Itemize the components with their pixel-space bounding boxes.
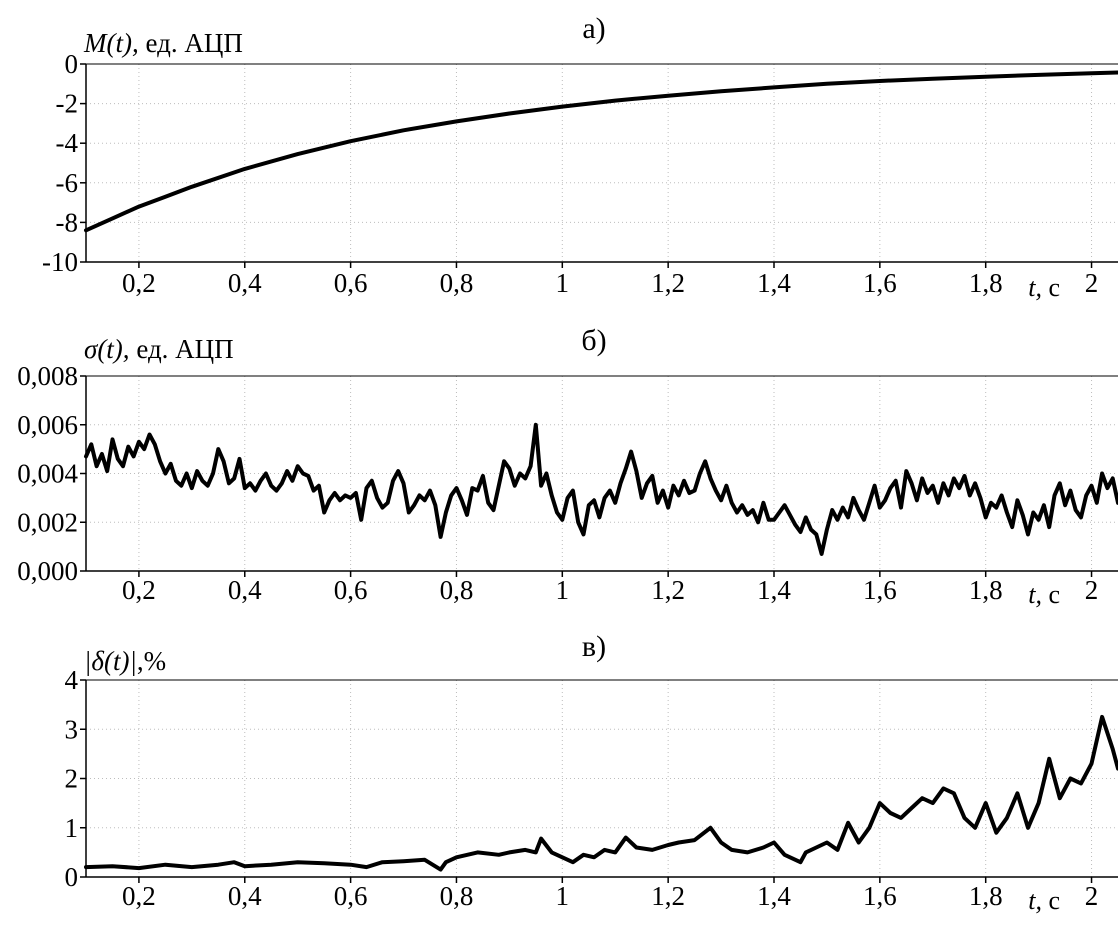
x-axis-label: t, с [1028, 886, 1060, 915]
x-tick-label: 0,2 [122, 268, 156, 298]
y-tick-label: -2 [56, 89, 79, 119]
y-tick-label: 0,008 [17, 361, 78, 391]
y-axis-label: |δ(t)|,% [84, 646, 166, 676]
x-tick-label: 1,4 [757, 881, 791, 911]
y-tick-label: 4 [65, 665, 79, 695]
x-tick-label: 1,6 [863, 575, 897, 605]
y-axis-label: M(t), ед. АЦП [83, 28, 243, 58]
y-tick-label: -8 [56, 207, 79, 237]
y-tick-label: -10 [42, 247, 78, 277]
x-tick-label: 0,8 [440, 881, 474, 911]
x-tick-label: 0,2 [122, 575, 156, 605]
y-tick-label: 0,002 [17, 507, 78, 537]
y-tick-label: -6 [56, 168, 79, 198]
panel-letter: а) [582, 12, 605, 45]
y-tick-label: 0,006 [17, 410, 78, 440]
x-tick-label: 0,6 [334, 575, 368, 605]
x-tick-label: 1,4 [757, 575, 791, 605]
x-tick-label: 0,2 [122, 881, 156, 911]
x-tick-label: 1 [556, 881, 570, 911]
x-tick-label: 1,2 [651, 881, 685, 911]
x-tick-label: 2 [1085, 268, 1099, 298]
x-tick-label: 1 [556, 575, 570, 605]
x-tick-label: 0,4 [228, 881, 262, 911]
x-tick-label: 1,8 [969, 268, 1003, 298]
y-tick-label: 0 [65, 862, 79, 892]
y-tick-label: 2 [65, 764, 79, 794]
x-tick-label: 0,6 [334, 268, 368, 298]
x-tick-label: 1,6 [863, 881, 897, 911]
x-tick-label: 0,8 [440, 575, 474, 605]
y-axis-label: σ(t), ед. АЦП [84, 334, 234, 364]
x-tick-label: 1,8 [969, 575, 1003, 605]
series-line [84, 70, 1118, 233]
y-tick-label: 0,004 [17, 459, 78, 489]
y-tick-label: 1 [65, 813, 79, 843]
y-tick-label: 0 [65, 49, 79, 79]
series-line [84, 422, 1118, 556]
x-tick-label: 1,4 [757, 268, 791, 298]
x-tick-label: 1,2 [651, 575, 685, 605]
series-line [84, 714, 1118, 872]
x-tick-label: 1,2 [651, 268, 685, 298]
panel-letter: в) [582, 630, 606, 663]
x-tick-label: 0,4 [228, 268, 262, 298]
x-tick-label: 1 [556, 268, 570, 298]
x-axis-label: t, с [1028, 273, 1060, 302]
x-tick-label: 0,4 [228, 575, 262, 605]
panel-letter: б) [581, 324, 606, 357]
x-tick-label: 2 [1085, 881, 1099, 911]
x-tick-label: 1,6 [863, 268, 897, 298]
x-axis-label: t, с [1028, 580, 1060, 609]
y-tick-label: 3 [65, 714, 79, 744]
x-tick-label: 2 [1085, 575, 1099, 605]
y-tick-label: 0,000 [17, 556, 78, 586]
x-tick-label: 0,8 [440, 268, 474, 298]
x-tick-label: 1,8 [969, 881, 1003, 911]
y-tick-label: -4 [56, 128, 79, 158]
x-tick-label: 0,6 [334, 881, 368, 911]
